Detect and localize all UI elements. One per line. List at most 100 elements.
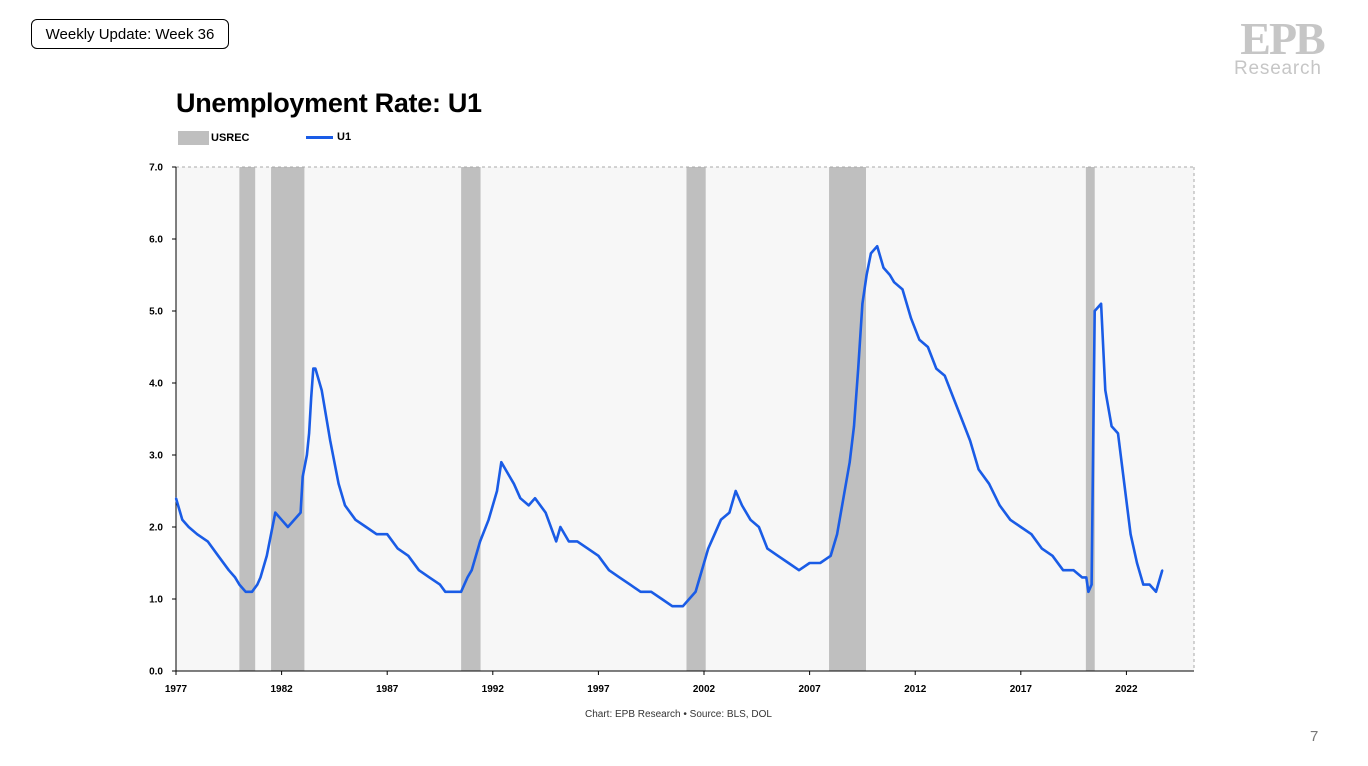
- data-point: [396, 547, 399, 550]
- data-point: [460, 590, 463, 593]
- recession-band: [271, 167, 305, 671]
- data-point: [1135, 562, 1138, 564]
- data-point: [819, 562, 822, 564]
- data-point: [960, 418, 963, 420]
- data-point: [181, 518, 184, 521]
- data-point: [329, 439, 332, 442]
- x-tick-label: 2007: [798, 684, 821, 695]
- x-tick-label: 1997: [587, 684, 610, 695]
- data-point: [926, 346, 929, 348]
- legend-item-u1: U1: [306, 131, 351, 143]
- data-point: [671, 605, 674, 608]
- data-point: [386, 533, 389, 536]
- data-point: [1093, 310, 1096, 312]
- data-point: [234, 576, 237, 579]
- data-point: [852, 425, 855, 428]
- data-point: [187, 526, 190, 528]
- data-point: [1129, 533, 1132, 536]
- data-point: [776, 554, 779, 557]
- y-tick-label: 5.0: [149, 307, 163, 318]
- recession-band: [239, 167, 256, 671]
- data-point: [719, 518, 722, 521]
- data-point: [935, 367, 938, 370]
- data-point: [787, 562, 790, 564]
- data-point: [1009, 518, 1012, 521]
- data-point: [842, 497, 845, 500]
- data-point: [567, 540, 570, 543]
- data-point: [639, 590, 642, 593]
- logo-letters-text: EPB: [1240, 16, 1325, 58]
- x-tick-label: 2002: [693, 684, 716, 695]
- data-point: [286, 526, 289, 528]
- data-point: [909, 317, 912, 320]
- logo-letters-icon: EPB: [1240, 16, 1327, 58]
- data-point: [607, 569, 610, 572]
- data-point: [998, 504, 1001, 507]
- data-point: [310, 396, 313, 399]
- data-point: [527, 504, 530, 507]
- data-point: [618, 576, 621, 579]
- data-point: [1072, 569, 1075, 572]
- chart-title: Unemployment Rate: U1: [176, 88, 482, 118]
- data-point: [217, 554, 220, 557]
- y-tick-label: 4.0: [149, 379, 163, 390]
- data-point: [227, 569, 230, 572]
- x-tick-label: 2012: [904, 684, 927, 695]
- data-point: [861, 302, 864, 305]
- data-point: [1104, 389, 1107, 392]
- y-tick-label: 7.0: [149, 163, 163, 174]
- recession-band: [829, 167, 867, 671]
- data-point: [882, 266, 885, 269]
- data-point: [734, 490, 737, 492]
- data-point: [1154, 590, 1157, 593]
- legend-swatch-u1: [306, 135, 333, 139]
- data-point: [1062, 569, 1065, 572]
- y-tick-label: 1.0: [149, 595, 163, 606]
- data-point: [354, 518, 357, 521]
- data-point: [749, 518, 752, 521]
- plot-area: [176, 167, 1194, 671]
- data-point: [1116, 432, 1119, 435]
- data-point: [175, 497, 177, 500]
- series-line-u1: [174, 244, 1164, 608]
- data-point: [259, 576, 262, 579]
- data-point: [439, 583, 442, 586]
- data-point: [534, 497, 537, 500]
- y-tick-label: 2.0: [149, 523, 163, 534]
- data-point: [728, 511, 731, 514]
- data-point: [1030, 533, 1033, 536]
- data-point: [1085, 576, 1088, 579]
- data-point: [798, 569, 801, 572]
- data-point: [417, 569, 420, 572]
- data-point: [343, 504, 346, 507]
- data-point: [576, 540, 579, 543]
- data-point: [519, 497, 522, 500]
- data-point: [597, 554, 600, 557]
- data-point: [301, 475, 304, 478]
- data-point: [500, 461, 503, 464]
- data-point: [407, 554, 410, 557]
- data-point: [293, 518, 296, 521]
- data-point: [713, 533, 716, 536]
- data-point: [544, 511, 547, 514]
- data-point: [1019, 526, 1022, 528]
- data-point: [876, 245, 879, 248]
- legend-label-u1: U1: [337, 131, 352, 143]
- data-point: [700, 569, 703, 572]
- recession-band: [1085, 167, 1095, 671]
- data-point: [251, 590, 254, 593]
- data-point: [496, 490, 499, 492]
- data-point: [337, 482, 340, 485]
- data-point: [428, 576, 431, 579]
- data-point: [256, 583, 259, 586]
- data-point: [848, 461, 851, 464]
- data-point: [943, 374, 946, 377]
- data-point: [274, 511, 277, 514]
- data-point: [1110, 425, 1113, 428]
- data-point: [365, 526, 368, 528]
- x-tick-label: 1992: [482, 684, 505, 695]
- data-point: [265, 554, 268, 557]
- data-point: [555, 540, 558, 543]
- y-tick-label: 0.0: [149, 667, 163, 678]
